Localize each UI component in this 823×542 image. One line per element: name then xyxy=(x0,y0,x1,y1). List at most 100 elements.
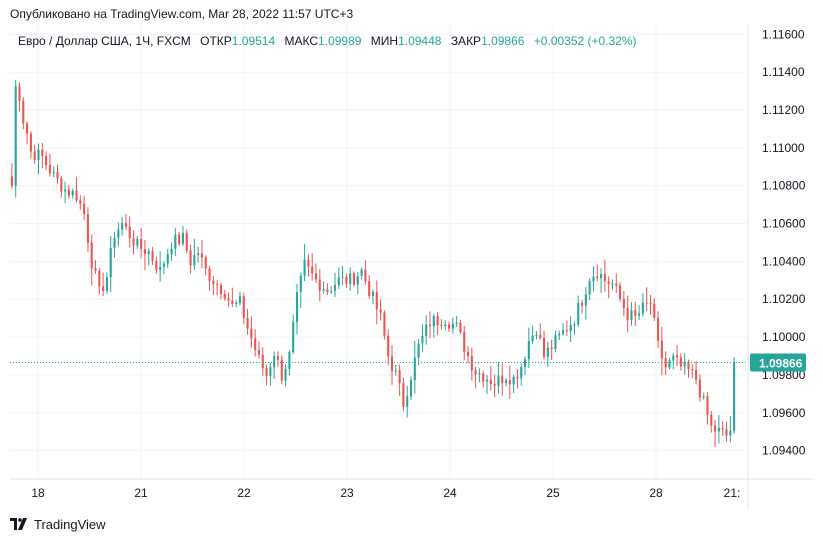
candle-body xyxy=(193,255,196,266)
candle-body xyxy=(166,254,169,264)
candle-body xyxy=(569,325,572,332)
price-tick-label: 1.10400 xyxy=(762,254,806,268)
price-tick-label: 1.09400 xyxy=(762,444,806,458)
candle-body xyxy=(558,333,561,336)
candle-body xyxy=(159,266,162,270)
candlestick-chart[interactable]: 1.094001.096001.098001.100001.102001.104… xyxy=(10,23,813,508)
candle-body xyxy=(273,356,276,368)
candle-body xyxy=(185,232,188,251)
time-tick-label: 24 xyxy=(443,486,457,500)
footer-branding: TradingView xyxy=(10,515,106,533)
candle-body xyxy=(478,373,481,375)
candle-body xyxy=(75,190,78,201)
candle-body xyxy=(349,273,352,284)
candles-group xyxy=(10,79,736,448)
candle-body xyxy=(181,232,184,244)
candle-body xyxy=(174,234,177,249)
legend-open-label: ОТКР xyxy=(200,34,232,48)
legend-line: Евро / Доллар США, 1Ч, FXCM ОТКР1.09514 … xyxy=(18,34,637,48)
candle-body xyxy=(482,373,485,382)
candle-body xyxy=(219,284,223,295)
candle-body xyxy=(581,302,584,306)
candle-body xyxy=(603,274,606,282)
candle-body xyxy=(653,303,656,318)
candle-body xyxy=(577,302,580,325)
candle-body xyxy=(626,308,629,321)
candle-body xyxy=(151,251,154,261)
candle-body xyxy=(280,359,283,381)
candle-body xyxy=(288,351,291,369)
candle-body xyxy=(660,340,663,359)
candle-body xyxy=(641,302,644,314)
candle-body xyxy=(292,322,295,352)
candle-body xyxy=(189,250,192,266)
tradingview-brand-text: TradingView xyxy=(34,516,106,532)
candle-body xyxy=(261,354,264,369)
candle-body xyxy=(504,380,508,383)
candle-body xyxy=(333,285,337,291)
candle-body xyxy=(387,335,390,357)
candle-body xyxy=(729,430,732,436)
candle-body xyxy=(269,367,272,376)
candle-body xyxy=(687,361,690,370)
candle-body xyxy=(379,309,382,313)
time-tick-label: 28 xyxy=(649,486,663,500)
candle-body xyxy=(295,292,299,323)
candle-body xyxy=(459,322,462,332)
chart-pane[interactable]: 1.09400 1.09600 1.09800 1.10000 1.10200 1.104… xyxy=(10,23,813,508)
candle-body xyxy=(695,369,698,380)
candle-body xyxy=(474,370,477,375)
candle-body xyxy=(155,260,158,270)
candle-body xyxy=(447,324,451,329)
candle-body xyxy=(444,324,447,327)
candle-body xyxy=(546,347,549,357)
candle-body xyxy=(371,291,375,297)
candle-body xyxy=(162,263,165,267)
price-tick-label: 1.10800 xyxy=(762,179,806,193)
time-tick-label: 22 xyxy=(237,486,251,500)
candle-body xyxy=(299,275,302,293)
candle-body xyxy=(41,149,44,156)
candle-body xyxy=(10,176,13,186)
candle-body xyxy=(543,337,546,357)
candle-body xyxy=(212,280,215,284)
candle-body xyxy=(485,379,489,382)
candle-body xyxy=(102,286,105,291)
price-tick-label: 1.09600 xyxy=(762,406,806,420)
candle-body xyxy=(683,361,686,367)
candle-body xyxy=(554,335,557,350)
time-tick-label: 21: xyxy=(724,486,741,500)
candle-body xyxy=(436,316,439,326)
candle-body xyxy=(368,281,371,297)
candle-body xyxy=(698,379,701,398)
candle-body xyxy=(242,296,245,318)
candle-body xyxy=(231,300,234,305)
candle-body xyxy=(645,302,648,304)
candle-body xyxy=(238,296,242,303)
candle-body xyxy=(200,253,203,258)
candle-body xyxy=(596,276,599,278)
candle-body xyxy=(562,330,565,334)
candle-body xyxy=(679,357,682,367)
candle-body xyxy=(86,214,89,243)
candle-body xyxy=(250,328,253,339)
candle-body xyxy=(147,251,150,255)
candle-body xyxy=(208,268,211,281)
candle-body xyxy=(725,429,728,436)
candle-body xyxy=(79,200,82,204)
last-price-marker: 1.09866 xyxy=(10,353,806,372)
candle-body xyxy=(276,356,280,360)
time-tick-label: 21 xyxy=(134,486,148,500)
candle-body xyxy=(337,277,340,286)
candle-body xyxy=(584,294,587,306)
candle-body xyxy=(178,234,181,244)
legend-change: +0.00352 (+0.32%) xyxy=(534,34,637,48)
candle-body xyxy=(356,276,359,285)
candle-body xyxy=(611,283,614,285)
candle-body xyxy=(322,289,325,291)
candle-body xyxy=(615,283,618,286)
candle-body xyxy=(341,276,344,278)
candle-body xyxy=(314,273,318,280)
candle-body xyxy=(493,384,496,386)
candle-body xyxy=(170,248,173,255)
